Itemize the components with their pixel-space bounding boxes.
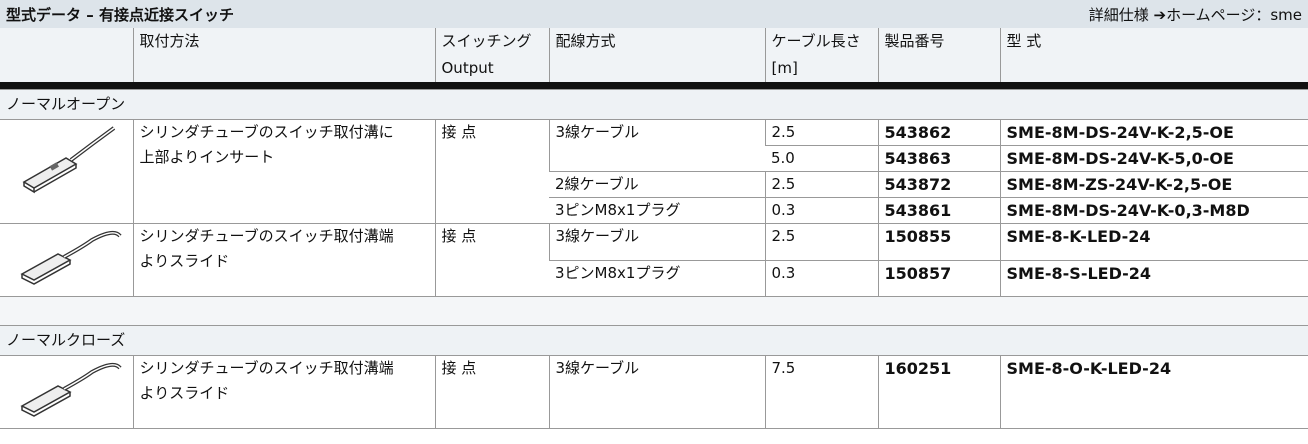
link[interactable]: 詳細仕様 ➔ホームページ：sme (1088, 5, 1302, 24)
part-number: 543872 (877, 171, 1000, 198)
section-title: ノーマルクローズ (0, 325, 1308, 356)
header-cell: 製品番号 (877, 28, 1000, 82)
row: シリンダチューブのスイッチ取付溝に 上部よりインサート接 点 3線ケーブル 2.5 54… (0, 119, 1308, 224)
row: シリンダチューブのスイッチ取付溝端 よりスライド接 点 3線ケーブル 7.5 16025… (0, 355, 1308, 429)
wiring: 3線ケーブル (548, 355, 765, 429)
text-line: 製品番号 (884, 32, 945, 50)
sensor-icon (20, 362, 122, 417)
text-line: [m] (771, 59, 798, 77)
row: 3ピンM8x1プラグ 0.3 150857 SME-8-S-LED-24 (0, 259, 1308, 297)
model: SME-8-O-K-LED-24 (999, 355, 1308, 429)
text-line: 取付方法 (139, 32, 200, 50)
switching: 接 点 (434, 355, 549, 429)
title: 型式データ – 有接点近接スイッチ (6, 5, 234, 24)
header-cell: 取付方法 (132, 28, 435, 82)
part-number: 543863 (877, 145, 1000, 172)
mounting: シリンダチューブのスイッチ取付溝端 よりスライド (132, 355, 435, 429)
mounting: シリンダチューブのスイッチ取付溝に 上部よりインサート (132, 119, 435, 224)
separator (0, 82, 1308, 90)
cable-length: 2.5 (764, 119, 878, 146)
blank-cell (0, 296, 1308, 326)
model: SME-8M-DS-24V-K-2,5-OE (999, 119, 1308, 146)
wiring: 3ピンM8x1プラグ (549, 197, 765, 224)
model: SME-8M-ZS-24V-K-2,5-OE (999, 171, 1308, 198)
row (0, 296, 1308, 326)
row: 3ピンM8x1プラグ 0.3 543861 SME-8M-DS-24V-K-0,3-M… (0, 197, 1308, 224)
cable-length: 0.3 (764, 197, 878, 224)
row (0, 82, 1308, 90)
part-number: 160251 (877, 355, 1000, 429)
text-line: よりスライド (139, 384, 230, 402)
part-number: 150855 (877, 223, 1000, 260)
row: 取付方法 スイッチング Output 配線方式 ケーブル長さ [m] 製品番号 型 式 (0, 28, 1308, 82)
model: SME-8M-DS-24V-K-5,0-OE (999, 145, 1308, 172)
icon-cell (0, 223, 133, 297)
wiring: 3線ケーブル (548, 119, 765, 172)
cable-length: 2.5 (764, 171, 878, 198)
header-cell (0, 28, 133, 82)
title-bar: 型式データ – 有接点近接スイッチ 詳細仕様 ➔ホームページ：sme (0, 0, 1308, 28)
switching: 接 点 (434, 119, 549, 224)
text-line: スイッチング (441, 32, 532, 50)
sensor-icon (22, 126, 116, 194)
wiring: 3線ケーブル (548, 223, 765, 260)
model: SME-8-S-LED-24 (999, 259, 1308, 297)
row: ノーマルオープン (0, 89, 1308, 120)
text-line: シリンダチューブのスイッチ取付溝端 (139, 227, 394, 245)
text-line: シリンダチューブのスイッチ取付溝に (139, 123, 394, 141)
sensor-icon (20, 230, 122, 285)
row: ノーマルクローズ (0, 325, 1308, 356)
part-number: 150857 (877, 259, 1000, 297)
cable-length: 2.5 (764, 223, 878, 260)
table: 取付方法 スイッチング Output 配線方式 ケーブル長さ [m] 製品番号 型 式ノーマル… (0, 28, 1308, 429)
wiring: 3ピンM8x1プラグ (549, 259, 765, 297)
cable-length: 5.0 (765, 145, 878, 172)
row: シリンダチューブのスイッチ取付溝端 よりスライド接 点 3線ケーブル 2.5 15085… (0, 223, 1308, 297)
row: 5.0 543863 SME-8M-DS-24V-K-5,0-OE (0, 145, 1308, 172)
text-line: シリンダチューブのスイッチ取付溝端 (139, 359, 394, 377)
text-line: 型 式 (1006, 32, 1042, 50)
header-cell: スイッチング Output (434, 28, 549, 82)
cable-length: 0.3 (764, 259, 878, 297)
text-line: Output (441, 59, 494, 77)
part-number: 543862 (877, 119, 1000, 146)
icon-cell (0, 355, 133, 429)
text-line: よりスライド (139, 252, 230, 270)
text-line: ケーブル長さ (771, 32, 861, 50)
switching: 接 点 (434, 223, 549, 297)
model: SME-8-K-LED-24 (999, 223, 1308, 260)
header-cell: 配線方式 (548, 28, 765, 82)
text-line: 上部よりインサート (139, 148, 275, 166)
text-line: 配線方式 (555, 32, 616, 50)
mounting: シリンダチューブのスイッチ取付溝端 よりスライド (132, 223, 435, 297)
cable-length: 7.5 (764, 355, 878, 429)
model: SME-8M-DS-24V-K-0,3-M8D (999, 197, 1308, 224)
icon-cell (0, 119, 133, 224)
part-number: 543861 (877, 197, 1000, 224)
row: 2線ケーブル 2.5 543872 SME-8M-ZS-24V-K-2,5-OE (0, 171, 1308, 198)
header-cell: 型 式 (999, 28, 1308, 82)
header-cell: ケーブル長さ [m] (764, 28, 878, 82)
wiring: 2線ケーブル (549, 171, 765, 198)
section-title: ノーマルオープン (0, 89, 1308, 120)
